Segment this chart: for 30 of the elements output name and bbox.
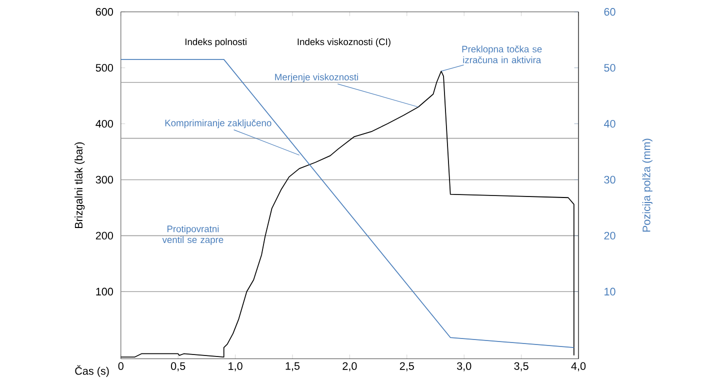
annotation: Indeks viskoznosti (CI) [298,38,390,48]
y2-tick-label: 30 [604,176,616,184]
y2-tick-label: 60 [604,8,616,16]
x-tick-label: 0,5 [170,362,186,372]
annotation: Indeks polnosti [186,38,246,48]
y-tick-label: 300 [96,176,114,184]
y-tick-label: 200 [96,232,114,240]
annotation: Komprimiranje zaključeno [165,120,272,128]
x-tick-label: 2,0 [342,362,357,372]
x-axis-title: Čas (s) [75,365,109,378]
y2-axis-title: Pozicija polža (mm) [642,139,652,232]
y2-tick-label: 10 [604,288,616,296]
y-axis-title: Brizgalni tlak (bar) [74,142,85,228]
y-tick-label: 400 [96,120,114,128]
y-tick-label: 600 [96,8,114,16]
x-tick-label: 2,5 [400,362,414,372]
y-tick-label: 100 [96,288,114,296]
y2-tick-label: 20 [604,232,616,240]
y2-tick-label: 40 [604,120,616,128]
x-tick-label: 3,0 [456,362,472,372]
x-tick-label: 4,0 [571,362,586,372]
annotation: Protipovratni ventil se zapre [162,226,224,246]
x-tick-label: 1,0 [228,362,242,372]
y2-tick-label: 50 [604,64,616,72]
annotation: Preklopna točka se izračuna in aktivira [462,46,542,64]
y-tick-label: 500 [96,64,114,72]
annotation: Merjenje viskoznosti [275,74,358,82]
x-tick-label: 3,5 [514,362,528,372]
x-tick-label: 0 [118,362,124,370]
x-tick-label: 1,5 [286,362,300,372]
